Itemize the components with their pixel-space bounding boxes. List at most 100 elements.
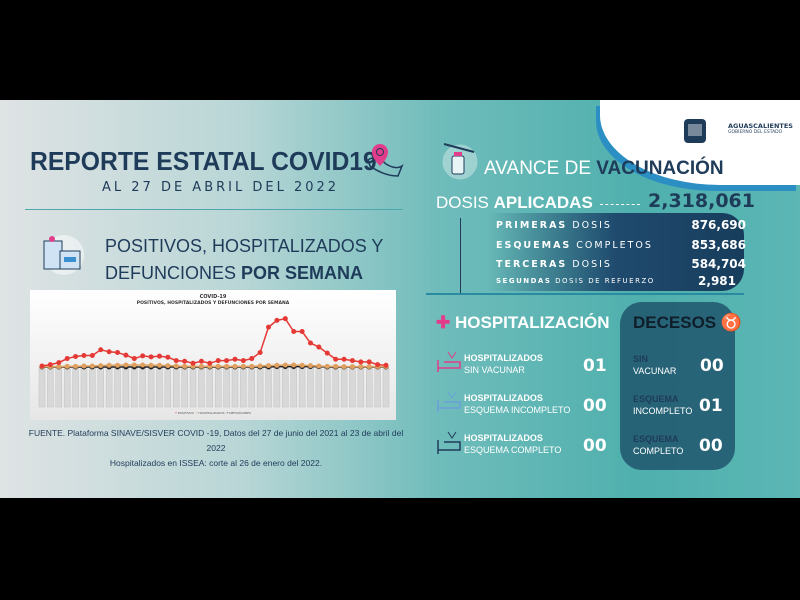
week-column [131,366,138,408]
week-column [324,366,331,408]
page-title: REPORTE ESTATAL COVID19 [30,146,377,176]
data-point [291,362,297,368]
data-point [215,358,221,364]
dose-row: PRIMERAS DOSIS 876,690 [496,218,746,232]
data-point [324,350,330,356]
data-point [282,362,288,368]
week-column [122,366,130,408]
weekly-chart: COVID-19 POSITIVOS, HOSPITALIZADOS Y DEF… [30,290,396,420]
data-point [274,317,280,323]
week-column [89,366,96,408]
ribbon-icon: ♉ [716,313,743,332]
data-point [257,349,263,355]
week-column [72,366,79,408]
week-column [315,366,323,408]
data-point [257,363,263,369]
dose-row: ESQUEMAS COMPLETOS 853,686 [496,238,746,252]
week-column [290,366,297,408]
data-point [56,364,62,370]
bracket-line [460,218,484,293]
data-point [89,353,95,359]
data-point [232,363,238,369]
data-point [98,363,104,369]
data-point [56,360,62,366]
hospital-icon [43,235,84,275]
hosp-value: 00 [583,436,607,456]
week-column [282,366,289,408]
data-point [115,362,121,368]
data-point [366,359,372,365]
data-point [182,358,188,364]
chart-legend: ━ POSITIVOS ━ HOSPITALIZADOS ━ DEFUNCION… [175,411,251,415]
deaths-title: DECESOS ♉ [633,313,743,332]
data-point [349,358,355,364]
map-pin-icon [367,144,404,177]
week-column [265,366,272,408]
hosp-label: HOSPITALIZADOS SIN VACUNAR [464,353,543,375]
data-point [140,353,146,359]
week-column [38,366,46,408]
data-point [333,363,339,369]
data-point [131,362,137,368]
weekly-section-title: POSITIVOS, HOSPITALIZADOS Y DEFUNCIONES … [105,236,384,283]
data-point [73,363,79,369]
covid-infographic: AGUASCALIENTES GOBIERNO DEL ESTADO REPORT… [0,100,800,498]
week-column [181,366,188,408]
data-point [198,363,204,369]
hosp-label: HOSPITALIZADOS ESQUEMA INCOMPLETO [464,393,571,415]
data-point [148,354,154,360]
deaths-label: ESQUEMA INCOMPLETO [633,394,693,416]
deaths-value: 00 [699,436,723,456]
data-point [240,358,246,364]
week-column [298,366,306,408]
data-point [341,364,347,370]
data-point [173,363,179,369]
week-column [307,366,314,408]
data-point [39,363,45,369]
data-point [131,356,137,362]
data-point [140,362,146,368]
data-point [224,363,230,369]
week-column [273,366,281,408]
week-column [374,366,381,408]
data-point [165,354,171,360]
dose-row: TERCERAS DOSIS 584,704 [496,257,746,271]
week-column [382,366,390,408]
data-point [358,364,364,370]
data-point [64,356,70,362]
week-column [173,366,180,408]
data-point [266,363,272,369]
week-column [340,366,348,408]
divider [426,293,744,295]
data-point [299,329,305,335]
data-point [123,352,129,358]
deaths-value: 01 [699,396,723,416]
data-point [89,363,95,369]
data-point [349,364,355,370]
week-column [357,366,365,408]
coat-of-arms-icon [684,119,706,143]
week-column [55,366,62,408]
deaths-label: SIN VACUNAR [633,354,677,376]
week-column [156,366,163,408]
doses-applied-label: DOSIS APLICADAS [436,193,593,212]
week-column [47,366,54,408]
data-point [81,363,87,369]
data-point [282,316,288,322]
plus-icon: ✚ [436,313,451,332]
data-point [190,360,196,366]
week-column [198,366,205,408]
data-point [64,363,70,369]
patient-bed-icon [437,391,461,412]
dose-row: SEGUNDAS DOSIS DE REFUERZO 2,981 [496,274,736,288]
week-column [231,366,239,408]
data-point [383,362,389,368]
divider [25,209,403,210]
week-column [332,366,339,408]
data-point [366,364,372,370]
week-column [256,366,264,408]
data-point [324,363,330,369]
dashed-leader [600,204,640,205]
deaths-panel [620,302,735,470]
data-point [148,362,154,368]
